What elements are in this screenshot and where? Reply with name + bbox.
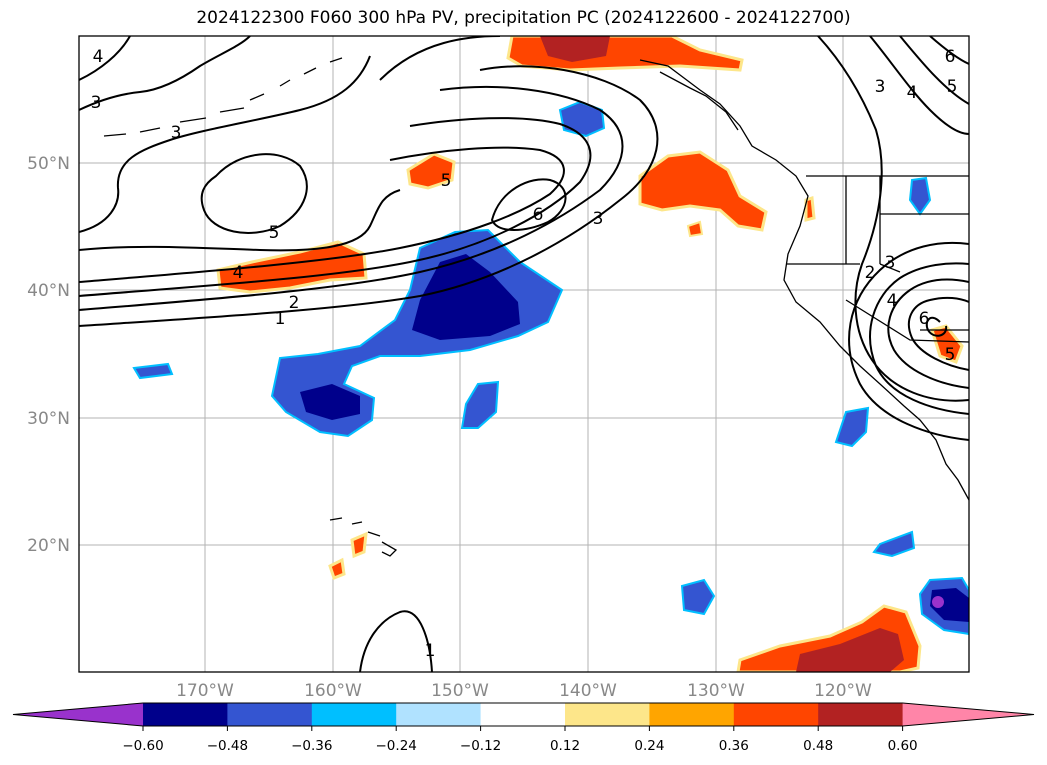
contour-label: 5	[441, 171, 452, 191]
contour-label: 5	[947, 77, 958, 97]
pv-contours	[79, 36, 969, 672]
contour-label: 6	[533, 205, 544, 225]
lon-label-170w: 170°W	[176, 681, 234, 701]
colorbar-tick-label: −0.60	[122, 738, 163, 754]
neg-core-central-pacific	[412, 254, 520, 340]
pos-area-hawaii-west2	[328, 557, 346, 580]
pos-area-pnw-offshore	[638, 150, 768, 232]
colorbar-bin	[818, 703, 904, 726]
colorbar-bin	[733, 703, 819, 726]
contour-label: 4	[233, 263, 244, 283]
neg-area-baja	[834, 406, 870, 448]
pos-area-small-north	[406, 152, 456, 190]
neg-peak-southeast	[932, 596, 944, 608]
colorbar-tick-label: −0.12	[460, 738, 501, 754]
chart-title: 2024122300 F060 300 hPa PV, precipitatio…	[196, 8, 851, 28]
contour-label: 3	[875, 77, 886, 97]
colorbar-tick-label: −0.24	[376, 738, 417, 754]
contour-label: 2	[289, 293, 300, 313]
pos-core-tropical-east	[796, 628, 904, 672]
lat-label-30n: 30°N	[27, 409, 70, 429]
neg-core-west-pacific	[300, 384, 360, 420]
colorbar-bin	[311, 703, 397, 726]
contour-label: 4	[93, 47, 104, 67]
colorbar-tick-label: 0.60	[888, 738, 918, 754]
lat-label-40n: 40°N	[27, 281, 70, 301]
contour-label: 5	[945, 345, 956, 365]
colorbar-extension-high	[902, 703, 1034, 726]
longitude-labels: 170°W 160°W 150°W 140°W 130°W 120°W	[176, 681, 872, 701]
contour-label: 6	[919, 309, 930, 329]
colorbar-tick-label: 0.36	[719, 738, 749, 754]
colorbar-bin	[227, 703, 313, 726]
lon-label-150w: 150°W	[431, 681, 489, 701]
colorbar-extension-low	[13, 703, 143, 726]
colorbar-tick-label: −0.36	[291, 738, 332, 754]
contour-label: 2	[865, 263, 876, 283]
colorbar-bin	[649, 703, 735, 726]
map-frame	[78, 35, 970, 673]
colorbar-tick-label: 0.12	[550, 738, 580, 754]
contour-label: 1	[275, 309, 286, 329]
contour-label: 3	[171, 123, 182, 143]
pos-core-alaska	[540, 36, 610, 62]
contour-label: 3	[885, 253, 896, 273]
colorbar-tick-label: 0.24	[634, 738, 664, 754]
latitude-labels: 50°N 40°N 30°N 20°N	[27, 154, 70, 556]
contour-label: 4	[907, 83, 918, 103]
lon-label-120w: 120°W	[814, 681, 872, 701]
colorbar-tick-label: 0.48	[803, 738, 833, 754]
pos-area-tiny-1	[686, 220, 704, 238]
neg-area-great-basin	[908, 176, 932, 216]
neg-area-west-small	[132, 362, 174, 380]
contour-label: 3	[593, 209, 604, 229]
lon-label-140w: 140°W	[559, 681, 617, 701]
neg-area-mexico	[872, 530, 916, 558]
contour-label: 3	[91, 93, 102, 113]
neg-area-hawaii-east	[680, 578, 716, 616]
contour-label: 5	[269, 223, 280, 243]
colorbar-bin	[565, 703, 650, 726]
lon-label-160w: 160°W	[304, 681, 362, 701]
pos-area-hawaii-west	[350, 531, 368, 559]
pos-area-midlat-west	[216, 240, 368, 294]
neg-area-east-small	[460, 380, 500, 429]
coastlines	[103, 57, 969, 557]
lat-label-50n: 50°N	[27, 154, 70, 174]
lat-label-20n: 20°N	[27, 536, 70, 556]
positive-precip-areas	[216, 36, 964, 672]
contour-label: 6	[945, 47, 956, 67]
colorbar-bin	[143, 703, 228, 726]
colorbar-bin	[480, 703, 566, 726]
lon-label-130w: 130°W	[687, 681, 745, 701]
colorbar-bin	[396, 703, 482, 726]
contour-label: 1	[425, 641, 436, 661]
colorbar-tick-label: −0.48	[207, 738, 248, 754]
contour-labels: 4 3 3 5 5 4 2 1 6 3 5 6 3 4 5 2 3 4 6 1	[91, 47, 958, 661]
negative-precip-areas	[132, 100, 969, 636]
colorbar: −0.60 −0.48 −0.36 −0.24 −0.12 0.12 0.24 0.36 0.4…	[12, 702, 1035, 754]
map-background	[79, 36, 969, 672]
contour-label: 4	[887, 291, 898, 311]
pos-area-small-coast	[804, 195, 816, 222]
